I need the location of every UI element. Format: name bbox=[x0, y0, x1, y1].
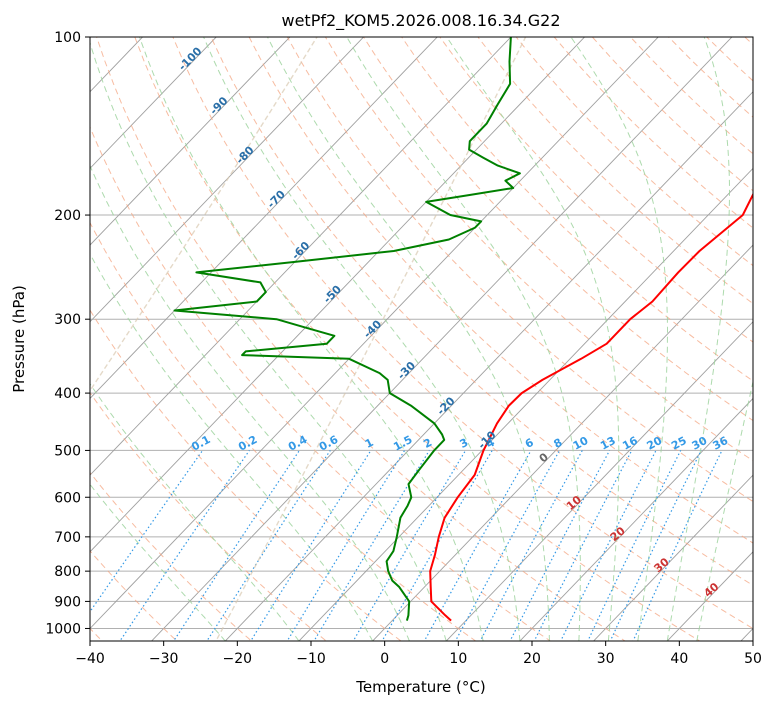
isotherm-line bbox=[593, 474, 753, 641]
y-axis-ticks: 1000 900 800 700 600 500 400 300 200 100 bbox=[45, 30, 90, 637]
dry-adiabat-line bbox=[439, 37, 753, 343]
x-axis-ticks: −40 −30 −20 −10 0 10 20 30 40 50 bbox=[75, 641, 762, 667]
x-tick-label: 30 bbox=[597, 651, 615, 667]
moist-adiabat-line bbox=[203, 37, 521, 641]
mixing-ratio-line bbox=[381, 450, 493, 641]
plot-frame bbox=[89, 36, 754, 642]
mixing-ratio-label: 25 bbox=[669, 434, 689, 453]
dry-adiabat-line bbox=[401, 37, 753, 382]
y-tick-label: 100 bbox=[54, 30, 81, 46]
moist-adiabat-line bbox=[346, 37, 581, 641]
moist-adiabat-line bbox=[90, 164, 410, 641]
dewpoint-profile-line bbox=[173, 37, 521, 621]
y-tick-label: 200 bbox=[54, 208, 81, 224]
x-axis-label: Temperature (°C) bbox=[355, 678, 485, 696]
mixing-ratio-line bbox=[454, 450, 561, 641]
y-tick-label: 800 bbox=[54, 564, 81, 580]
mixing-ratio-label: 13 bbox=[598, 434, 618, 453]
dry-adiabat-line bbox=[210, 37, 753, 586]
isotherm-line bbox=[445, 321, 753, 641]
mixing-ratio-line bbox=[206, 450, 331, 641]
moist-adiabat-line bbox=[90, 382, 300, 641]
mixing-ratio-label: 10 bbox=[571, 434, 591, 453]
x-tick-label: −40 bbox=[75, 651, 105, 667]
x-tick-label: −30 bbox=[149, 651, 179, 667]
mixing-ratio-line bbox=[249, 450, 372, 641]
mixing-ratio-label: 36 bbox=[711, 434, 731, 453]
x-tick-label: 40 bbox=[670, 651, 688, 667]
mixing-ratio-line bbox=[119, 450, 250, 641]
y-tick-label: 900 bbox=[54, 594, 81, 610]
isotherm-line bbox=[224, 91, 753, 641]
background-lines bbox=[90, 10, 775, 653]
mixing-ratio-line bbox=[172, 450, 300, 641]
x-tick-label: −20 bbox=[223, 651, 253, 667]
mixing-ratio-line bbox=[352, 450, 467, 641]
y-axis-label: Pressure (hPa) bbox=[10, 285, 28, 393]
mixing-ratio-label: 20 bbox=[645, 434, 665, 453]
y-tick-label: 500 bbox=[54, 443, 81, 459]
dry-adiabat-line bbox=[172, 37, 753, 630]
moist-adiabat-line bbox=[90, 483, 226, 641]
reference-curve bbox=[215, 37, 527, 641]
x-tick-label: 0 bbox=[380, 651, 389, 667]
mixing-ratio-line bbox=[587, 450, 682, 641]
isotherm-line bbox=[298, 167, 753, 641]
x-tick-label: 10 bbox=[449, 651, 467, 667]
isotherm-line bbox=[151, 37, 733, 641]
isotherm-line bbox=[90, 37, 365, 323]
dry-adiabat-line bbox=[477, 37, 753, 305]
mixing-ratio-label: 16 bbox=[620, 434, 640, 453]
y-tick-label: 600 bbox=[54, 490, 81, 506]
moist-adiabat-line bbox=[570, 37, 668, 641]
temperature-profile-line bbox=[429, 192, 753, 622]
mixing-ratio-line bbox=[479, 450, 583, 641]
dry-adiabat-line bbox=[90, 309, 402, 641]
y-tick-label: 300 bbox=[54, 312, 81, 328]
moist-adiabat-line bbox=[446, 37, 620, 641]
moist-adiabat-line bbox=[139, 37, 484, 641]
chart-title: wetPf2_KOM5.2026.008.16.34.G22 bbox=[281, 11, 560, 31]
dry-adiabat-line bbox=[248, 37, 753, 544]
dry-adiabat-line bbox=[90, 125, 552, 641]
moist-adiabat-line bbox=[696, 379, 753, 641]
mixing-ratio-line bbox=[423, 450, 532, 641]
y-tick-label: 400 bbox=[54, 386, 81, 402]
mixing-ratio-line bbox=[90, 450, 204, 613]
isotherm-line bbox=[90, 37, 586, 553]
moist-adiabat-line bbox=[90, 252, 374, 641]
dry-adiabat-line bbox=[90, 221, 477, 641]
y-tick-label: 1000 bbox=[45, 621, 81, 637]
isotherm-line bbox=[90, 37, 659, 630]
moist-adiabat-line bbox=[267, 37, 550, 641]
dry-adiabat-line bbox=[90, 471, 253, 641]
dry-adiabat-line bbox=[90, 550, 178, 641]
x-tick-label: 20 bbox=[523, 651, 541, 667]
x-tick-label: 50 bbox=[744, 651, 762, 667]
isotherm-line bbox=[519, 397, 753, 641]
plot-background bbox=[90, 37, 753, 641]
y-tick-label: 700 bbox=[54, 530, 81, 546]
mixing-ratio-line bbox=[286, 450, 406, 641]
dry-adiabat-line bbox=[754, 10, 775, 653]
dry-adiabat-line bbox=[96, 37, 626, 641]
profiles bbox=[173, 37, 753, 622]
isotherm-line bbox=[372, 244, 753, 641]
mixing-ratio-label: 30 bbox=[690, 434, 710, 453]
isotherm-line bbox=[90, 37, 512, 476]
isotherm-line bbox=[90, 37, 291, 246]
mixing-ratio-line bbox=[313, 450, 430, 641]
isotherm-line bbox=[90, 37, 438, 400]
dry-adiabat-line bbox=[286, 37, 753, 503]
reference-curve bbox=[90, 37, 318, 392]
isotherm-line bbox=[90, 37, 217, 170]
moist-adiabat-line bbox=[666, 37, 730, 641]
x-tick-label: −10 bbox=[296, 651, 326, 667]
